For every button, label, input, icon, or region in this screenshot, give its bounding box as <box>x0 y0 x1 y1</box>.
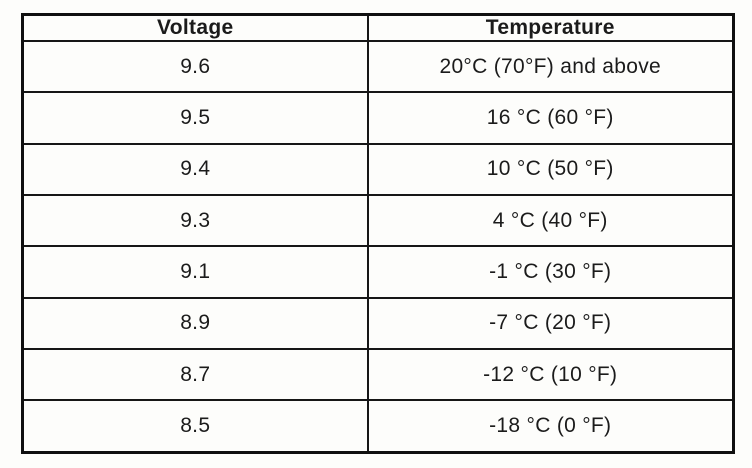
table-cell-temperature: 20°C (70°F) and above <box>366 39 735 94</box>
table-cell-voltage: 8.5 <box>21 399 369 454</box>
table-cell-temperature: -12 °C (10 °F) <box>366 347 735 402</box>
table-row: 8.5 -18 °C (0 °F) <box>21 399 735 454</box>
table-cell-voltage: 9.6 <box>21 39 369 94</box>
table-cell-temperature: 16 °C (60 °F) <box>366 91 735 145</box>
table-header-row: Voltage Temperature <box>21 13 735 42</box>
table-cell-voltage: 9.5 <box>21 91 369 145</box>
table-row: 9.5 16 °C (60 °F) <box>21 91 735 145</box>
column-header-temperature: Temperature <box>366 13 735 42</box>
table-row: 9.4 10 °C (50 °F) <box>21 142 735 196</box>
table-cell-voltage: 9.1 <box>21 245 369 299</box>
table-row: 9.3 4 °C (40 °F) <box>21 193 735 248</box>
table-cell-temperature: 4 °C (40 °F) <box>366 193 735 248</box>
table-cell-voltage: 9.3 <box>21 193 369 248</box>
table-cell-voltage: 9.4 <box>21 142 369 196</box>
voltage-temperature-table: Voltage Temperature 9.6 20°C (70°F) and … <box>21 13 735 454</box>
table-row: 8.7 -12 °C (10 °F) <box>21 347 735 402</box>
table-row: 9.1 -1 °C (30 °F) <box>21 245 735 299</box>
table-cell-temperature: -18 °C (0 °F) <box>366 399 735 454</box>
table-cell-temperature: 10 °C (50 °F) <box>366 142 735 196</box>
table-cell-voltage: 8.7 <box>21 347 369 402</box>
table-row: 9.6 20°C (70°F) and above <box>21 39 735 94</box>
table-cell-temperature: -1 °C (30 °F) <box>366 245 735 299</box>
table-cell-voltage: 8.9 <box>21 296 369 350</box>
column-header-voltage: Voltage <box>21 13 369 42</box>
table-row: 8.9 -7 °C (20 °F) <box>21 296 735 350</box>
table-cell-temperature: -7 °C (20 °F) <box>366 296 735 350</box>
